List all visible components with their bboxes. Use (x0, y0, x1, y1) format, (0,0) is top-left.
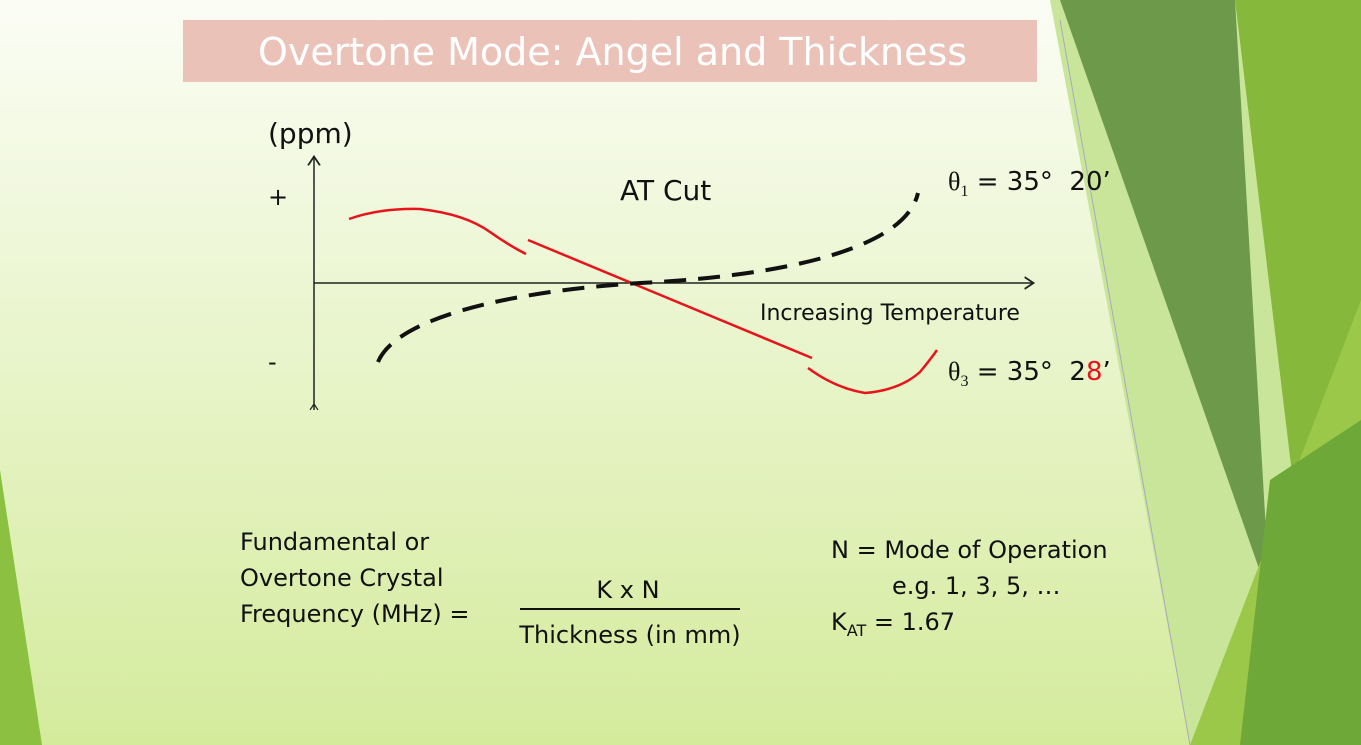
plus: + (268, 183, 288, 211)
curve-theta3 (807, 349, 939, 395)
denominator: Thickness (in mm) (518, 621, 740, 649)
curve-theta3 (348, 207, 527, 256)
curve-theta3 (527, 238, 813, 360)
theta: θ (948, 357, 960, 386)
minus: - (268, 348, 277, 376)
theta: θ (948, 167, 960, 196)
deco (0, 470, 42, 745)
deco (1240, 420, 1361, 745)
k-sub: AT (847, 621, 867, 640)
k-value: = 1.67 (866, 608, 955, 636)
formula-left: Overtone Crystal (240, 564, 444, 592)
y-label: (ppm) (268, 117, 353, 150)
cut-label: AT Cut (620, 174, 711, 207)
curve-theta1 (376, 192, 920, 363)
x-label: Increasing Temperature (760, 301, 1020, 326)
formula-left: Fundamental or (240, 528, 429, 556)
formula-left: Frequency (MHz) = (240, 600, 469, 628)
sub: 1 (960, 183, 968, 200)
theta3: θ3 = 35° 28’ (948, 357, 1111, 390)
note: e.g. 1, 3, 5, … (892, 572, 1060, 600)
note: N = Mode of Operation (831, 536, 1108, 564)
theta1: θ1 = 35° 20’ (948, 167, 1111, 200)
note: KAT = 1.67 (831, 608, 955, 640)
angle: = 35° 20’ (968, 167, 1110, 197)
title: Overtone Mode: Angel and Thickness (258, 30, 967, 74)
deco-line (1059, 19, 1191, 745)
title-box (183, 20, 1037, 82)
numerator: K x N (596, 576, 659, 604)
angle-highlight: 8 (1086, 357, 1103, 387)
angle-end: ’ (1103, 357, 1111, 387)
deco (1060, 0, 1270, 600)
angle: = 35° 2 (968, 357, 1085, 387)
k: K (831, 608, 848, 636)
sub: 3 (960, 373, 968, 390)
